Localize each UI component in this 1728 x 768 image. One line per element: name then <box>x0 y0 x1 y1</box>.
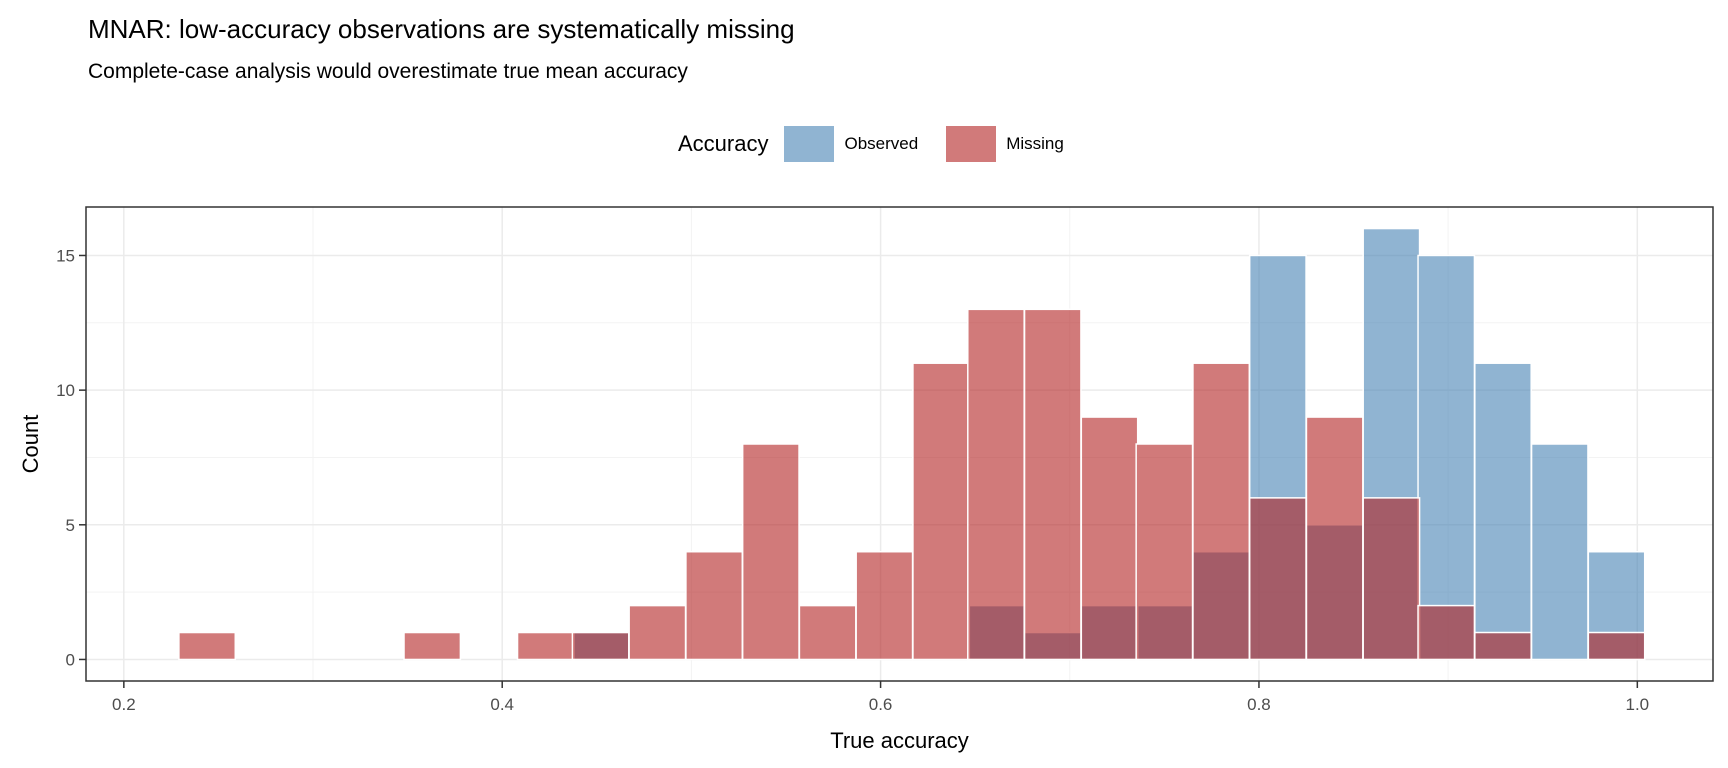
bar-missing <box>1023 308 1082 661</box>
bar-missing <box>1362 497 1421 661</box>
bar-missing <box>1248 497 1307 661</box>
bar-missing <box>178 631 237 661</box>
bar-missing <box>1135 443 1194 661</box>
legend: Accuracy Observed Missing <box>678 124 1092 164</box>
bar-observed <box>1530 443 1589 661</box>
bar-missing <box>685 550 744 661</box>
x-tick-label: 0.2 <box>112 695 136 714</box>
chart-title: MNAR: low-accuracy observations are syst… <box>88 14 795 44</box>
y-tick-label: 5 <box>66 516 75 535</box>
bar-missing <box>1080 416 1139 661</box>
legend-label-observed: Observed <box>844 134 919 153</box>
x-tick-label: 0.4 <box>490 695 514 714</box>
bar-missing <box>1305 416 1364 661</box>
chart-subtitle: Complete-case analysis would overestimat… <box>88 60 688 83</box>
x-tick-label: 1.0 <box>1626 695 1650 714</box>
y-tick-label: 0 <box>66 650 75 669</box>
x-tick-label: 0.6 <box>869 695 893 714</box>
bar-missing <box>403 631 462 661</box>
bar-missing <box>1474 631 1532 661</box>
bar-missing <box>967 308 1025 661</box>
bar-observed <box>1417 254 1476 661</box>
bar-missing <box>741 443 800 661</box>
y-tick-label: 15 <box>56 246 75 265</box>
bar-missing <box>1417 604 1476 661</box>
bar-observed <box>1474 362 1532 661</box>
legend-key-observed <box>784 126 835 162</box>
bar-missing <box>1192 362 1251 661</box>
x-tick-label: 0.8 <box>1247 695 1271 714</box>
y-tick-label: 10 <box>56 381 75 400</box>
bar-missing <box>855 550 914 661</box>
bar-missing <box>1587 631 1646 661</box>
legend-label-missing: Missing <box>1006 134 1064 153</box>
legend-key-missing <box>946 126 997 162</box>
bar-missing <box>628 604 687 661</box>
legend-title: Accuracy <box>678 131 769 156</box>
bar-missing <box>912 362 971 661</box>
bar-missing <box>571 631 630 661</box>
bar-missing <box>516 631 575 661</box>
panel-border <box>85 206 1714 682</box>
x-axis-label: True accuracy <box>830 728 969 753</box>
y-axis-label: Count <box>18 415 43 474</box>
bar-missing <box>798 604 857 661</box>
series-missing <box>178 308 1646 661</box>
